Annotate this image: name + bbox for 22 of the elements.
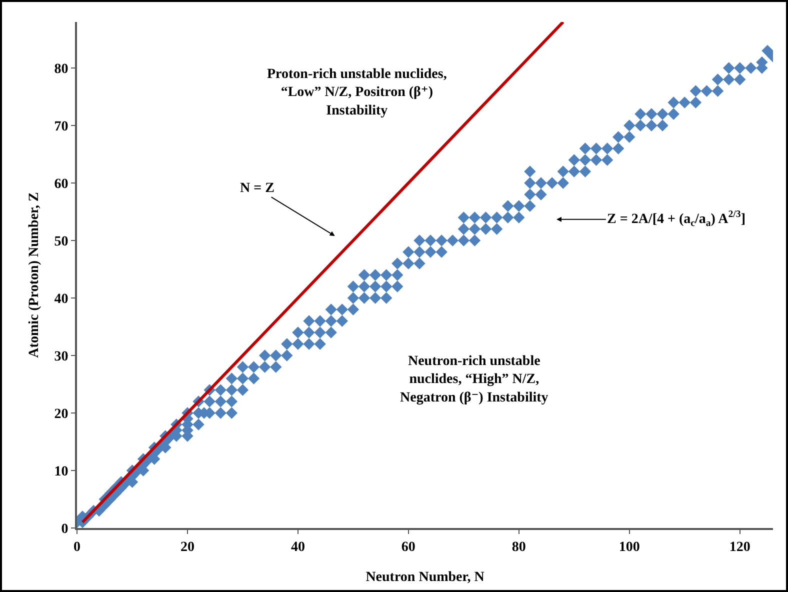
y-tick-label: 10 <box>54 464 68 480</box>
y-tick-label: 40 <box>54 292 68 307</box>
annotation: Neutron-rich unstable nuclides, “High” N/Z, Negatron (β⁻) Instability <box>400 354 548 406</box>
annotation: Z = 2A/[4 + (a$_{c}$/a$_{a}$) A$^{2/3}$] <box>607 209 746 229</box>
x-tick-label: 40 <box>290 540 305 555</box>
y-tick-label: 30 <box>54 349 68 364</box>
annotation: N = Z <box>240 181 274 196</box>
y-tick-label: 50 <box>54 234 68 250</box>
y-axis-title: Atomic (Proton) Number, Z <box>27 192 42 358</box>
y-tick-label: 70 <box>54 119 68 134</box>
y-tick-label: 80 <box>54 62 68 77</box>
annotation: Proton-rich unstable nuclides, “Low” N/Z, Positron (β⁺) Instability <box>267 67 447 118</box>
x-tick-label: 0 <box>74 540 80 555</box>
x-tick-label: 60 <box>401 540 416 555</box>
y-tick-label: 60 <box>54 176 68 192</box>
x-tick-label: 80 <box>512 540 526 555</box>
x-tick-label: 100 <box>618 540 640 555</box>
y-tick-label: 20 <box>54 406 68 422</box>
x-tick-label: 20 <box>180 540 194 555</box>
y-tick-label: 0 <box>61 522 68 537</box>
x-axis-title: Neutron Number, N <box>366 570 484 585</box>
x-tick-label: 120 <box>729 540 750 555</box>
